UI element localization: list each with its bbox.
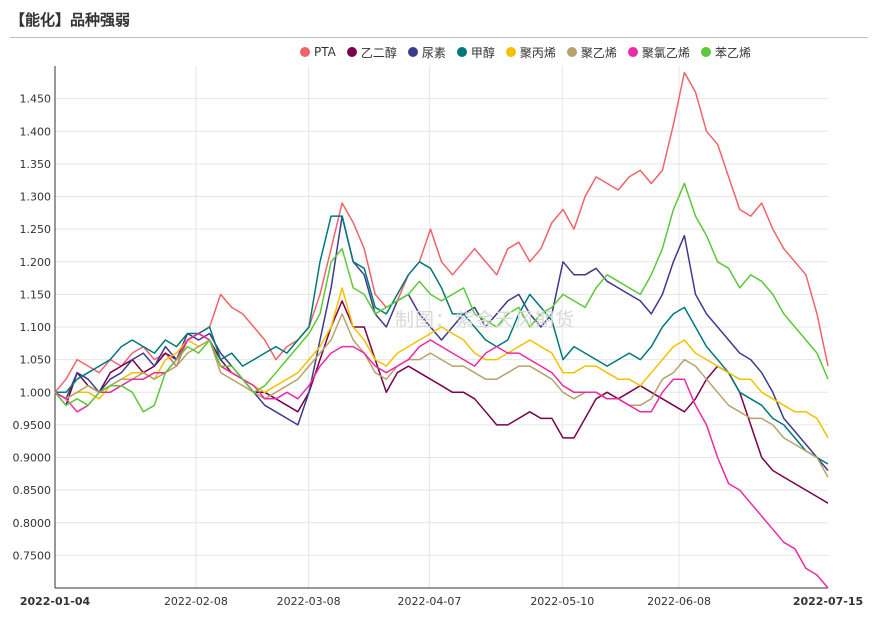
series-line-2 xyxy=(54,215,829,471)
header-divider xyxy=(10,37,868,38)
x-tick-label: 2022-04-07 xyxy=(397,595,461,608)
tick-layer: 0.7500 0.8000 0.8500 0.9000 0.9500 1.000 1.050… xyxy=(13,93,864,608)
legend-swatch-icon xyxy=(300,47,310,57)
legend-item[interactable]: 苯乙烯 xyxy=(700,44,751,61)
legend-label: 甲醇 xyxy=(470,45,495,60)
watermark: 制图：紫金天风期货 xyxy=(395,309,576,331)
header: 【能化】品种强弱 xyxy=(0,0,879,38)
page-title: 【能化】品种强弱 xyxy=(10,11,131,29)
chart-legend: PTA 乙二醇 尿素 甲醇 聚丙烯 聚乙烯 聚氯乙烯 苯乙烯 xyxy=(300,43,762,61)
y-tick-label: 1.350 xyxy=(20,158,52,171)
y-tick-label: 1.050 xyxy=(20,354,52,367)
legend-swatch-icon xyxy=(627,47,638,57)
y-tick-label: 1.150 xyxy=(20,288,52,301)
legend-item[interactable]: 甲醇 xyxy=(456,44,495,61)
y-tick-label: 1.250 xyxy=(20,223,52,236)
x-tick-label: 2022-07-15 xyxy=(793,595,863,608)
series-line-6 xyxy=(54,332,829,589)
legend-label: 聚氯乙烯 xyxy=(641,45,690,60)
legend-item[interactable]: 尿素 xyxy=(407,44,446,61)
series-line-7 xyxy=(54,182,829,413)
legend-swatch-icon xyxy=(505,47,516,57)
legend-swatch-icon xyxy=(700,47,711,57)
legend-label: 乙二醇 xyxy=(360,45,397,60)
legend-item[interactable]: 聚乙烯 xyxy=(566,44,617,61)
legend-item[interactable]: 乙二醇 xyxy=(346,44,397,61)
legend-label: 苯乙烯 xyxy=(714,45,751,60)
legend-swatch-icon xyxy=(407,47,418,57)
legend-swatch-icon xyxy=(566,47,577,57)
series-line-5 xyxy=(54,313,829,478)
x-tick-label: 2022-03-08 xyxy=(277,595,341,608)
series-line-3 xyxy=(55,215,829,465)
legend-item[interactable]: 聚氯乙烯 xyxy=(627,44,690,61)
y-tick-label: 0.7500 xyxy=(13,549,52,562)
legend-label: 聚丙烯 xyxy=(519,45,556,60)
y-tick-label: 0.9000 xyxy=(13,452,52,465)
legend-item[interactable]: 聚丙烯 xyxy=(505,44,556,61)
x-tick-label: 2022-01-04 xyxy=(20,595,91,608)
x-tick-label: 2022-02-08 xyxy=(164,595,228,608)
y-tick-label: 1.000 xyxy=(20,386,52,399)
legend-item[interactable]: PTA xyxy=(300,45,336,59)
legend-swatch-icon xyxy=(346,47,357,57)
y-tick-label: 0.8500 xyxy=(13,484,52,497)
x-tick-label: 2022-06-08 xyxy=(647,595,711,608)
series-layer xyxy=(54,71,829,589)
x-tick-label: 2022-05-10 xyxy=(530,595,594,608)
legend-swatch-icon xyxy=(456,47,467,57)
axis-layer xyxy=(54,66,828,589)
legend-label: PTA xyxy=(314,45,336,59)
y-tick-label: 1.450 xyxy=(20,93,52,106)
y-tick-label: 0.8000 xyxy=(13,517,52,530)
series-line-4 xyxy=(54,287,829,439)
y-tick-label: 0.9500 xyxy=(13,419,52,432)
legend-label: 尿素 xyxy=(421,45,446,60)
y-tick-label: 1.300 xyxy=(20,191,52,204)
y-tick-label: 1.400 xyxy=(20,125,52,138)
y-tick-label: 1.100 xyxy=(20,321,52,334)
series-line-0 xyxy=(54,71,829,393)
y-tick-label: 1.200 xyxy=(20,256,52,269)
legend-label: 聚乙烯 xyxy=(580,45,617,60)
